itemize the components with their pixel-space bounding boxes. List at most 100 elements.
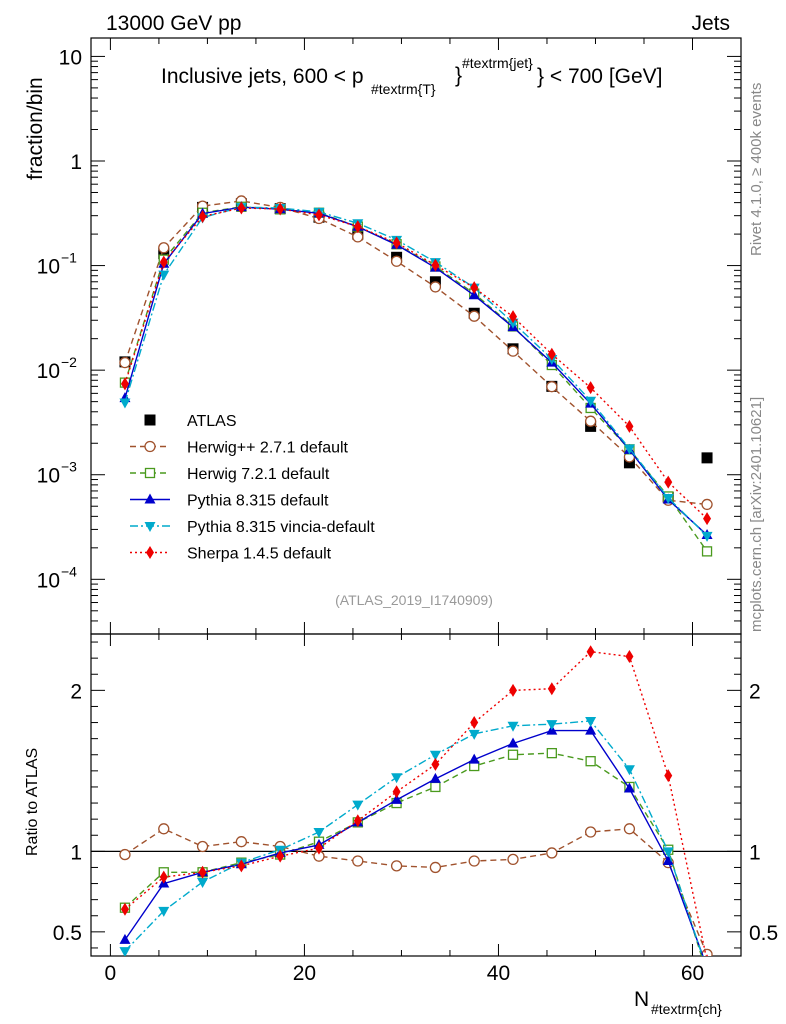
data-point-pythia-8-315-vincia-default — [119, 398, 131, 409]
ratio-point-herwig-2-7-1-default — [158, 823, 170, 835]
legend-marker — [144, 467, 156, 479]
data-point-atlas — [623, 457, 635, 469]
y-tick-label-bottom: 2 — [70, 680, 82, 703]
ratio-point-pythia-8-315-vincia-default — [662, 847, 674, 858]
legend-marker — [146, 546, 154, 559]
data-point-sherpa-1-4-5-default — [120, 377, 129, 391]
data-point-pythia-8-315-vincia-default — [623, 444, 635, 455]
series-line-ratio-herwig-2-7-1-default — [124, 828, 708, 955]
ratio-point-sherpa-1-4-5-default — [431, 757, 440, 771]
legend-marker — [144, 522, 156, 532]
y-tick-exponent-top: −4 — [61, 563, 77, 579]
ratio-point-pythia-8-315-default — [119, 933, 131, 944]
ratio-point-sherpa-1-4-5-default — [664, 769, 673, 783]
plot-title: Inclusive jets, 600 < p #textrm{T} } #te… — [161, 55, 663, 97]
x-tick-label: 60 — [681, 962, 704, 985]
data-point-sherpa-1-4-5-default — [276, 202, 285, 216]
ratio-point-pythia-8-315-vincia-default — [391, 773, 403, 784]
data-point-pythia-8-315-vincia-default — [701, 531, 713, 542]
ratio-point-herwig-2-7-1-default — [623, 823, 636, 835]
ratio-point-pythia-8-315-default — [662, 855, 674, 866]
data-point-herwig-2-7-1-default — [158, 242, 170, 254]
top-ylabel: fraction/bin — [24, 77, 47, 180]
rivet-label: Rivet 4.1.0, ≥ 400k events — [748, 83, 765, 256]
series-line-top-herwig-2-7-1-default — [124, 200, 708, 506]
data-point-sherpa-1-4-5-default — [392, 236, 401, 250]
bottom-ylabel: Ratio to ATLAS — [24, 748, 41, 856]
data-point-sherpa-1-4-5-default — [664, 475, 673, 489]
series-line-ratio-pythia-8-315-vincia-default — [124, 720, 704, 956]
legend-label: ATLAS — [187, 413, 237, 430]
title-brace: } — [455, 64, 462, 87]
ratio-point-pythia-8-315-vincia-default — [623, 765, 635, 776]
ratio-point-herwig-7-2-1-default — [585, 756, 596, 767]
ratio-point-pythia-8-315-vincia-default — [429, 750, 441, 761]
data-point-herwig-2-7-1-default — [468, 310, 480, 322]
mcplots-label: mcplots.cern.ch [arXiv:2401.10621] — [748, 397, 765, 632]
ratio-point-sherpa-1-4-5-default — [470, 716, 479, 730]
ratio-point-herwig-2-7-1-default — [584, 826, 597, 838]
legend-entry-sherpa-1-4-5-default: Sherpa 1.4.5 default — [130, 546, 332, 563]
y-tick-label-bottom-right: 0.5 — [749, 922, 778, 945]
bottom-panel-data — [119, 645, 713, 956]
x-tick-label: 40 — [487, 962, 510, 985]
ratio-point-sherpa-1-4-5-default — [276, 849, 285, 863]
legend-label: Herwig++ 2.7.1 default — [187, 440, 349, 457]
data-point-pythia-8-315-vincia-default — [158, 270, 170, 281]
y-tick-label-bottom-right: 1 — [749, 841, 761, 864]
data-point-atlas — [158, 248, 170, 260]
bottom-panel-frame — [90, 633, 742, 957]
y-tick-label-top: 10 — [37, 569, 60, 592]
data-point-sherpa-1-4-5-default — [625, 419, 634, 433]
data-point-sherpa-1-4-5-default — [431, 258, 440, 272]
ratio-point-pythia-8-315-vincia-default — [313, 828, 325, 839]
y-tick-label-top: 10 — [37, 256, 60, 279]
xlabel-sub: #textrm{ch} — [651, 1001, 722, 1017]
jets-label: Jets — [691, 12, 730, 35]
ratio-point-pythia-8-315-vincia-default — [507, 721, 519, 732]
ratio-point-herwig-7-2-1-default — [430, 781, 441, 793]
legend-label: Pythia 8.315 default — [187, 493, 329, 510]
data-point-herwig-2-7-1-default — [546, 381, 558, 393]
ratio-point-pythia-8-315-vincia-default — [585, 716, 597, 727]
y-tick-label-bottom: 1 — [70, 841, 82, 864]
data-layer — [119, 195, 713, 956]
y-tick-label-top: 10 — [59, 46, 82, 69]
ratio-point-pythia-8-315-default — [391, 793, 403, 804]
data-point-herwig-2-7-1-default — [584, 415, 597, 427]
series-line-ratio-pythia-8-315-default — [124, 729, 704, 956]
data-point-sherpa-1-4-5-default — [314, 208, 323, 222]
ratio-point-sherpa-1-4-5-default — [586, 645, 595, 659]
legend-entry-atlas: ATLAS — [144, 413, 237, 430]
ratio-point-sherpa-1-4-5-default — [392, 785, 401, 799]
data-point-herwig-2-7-1-default — [507, 345, 519, 357]
analysis-id: (ATLAS_2019_I1740909) — [335, 592, 493, 608]
data-point-herwig-2-7-1-default — [429, 281, 442, 293]
ratio-point-herwig-2-7-1-default — [119, 848, 131, 861]
series-line-ratio-sherpa-1-4-5-default — [124, 650, 707, 956]
ratio-point-sherpa-1-4-5-default — [625, 650, 634, 664]
ratio-point-pythia-8-315-vincia-default — [352, 800, 364, 811]
ratio-point-herwig-2-7-1-default — [235, 836, 248, 848]
title-superscript: #textrm{jet} — [462, 55, 533, 71]
series-line-ratio-herwig-7-2-1-default — [124, 752, 703, 956]
top-panel-data — [119, 195, 713, 557]
title-subscript: #textrm{T} — [371, 81, 436, 97]
ratio-point-herwig-2-7-1-default — [196, 840, 209, 853]
y-tick-label-bottom: 0.5 — [53, 922, 82, 945]
series-line-top-sherpa-1-4-5-default — [124, 207, 708, 520]
ratio-point-pythia-8-315-default — [585, 724, 597, 735]
data-point-herwig-2-7-1-default — [119, 356, 131, 369]
title-end: } < 700 [GeV] — [537, 65, 663, 88]
ratio-point-herwig-7-2-1-default — [507, 749, 519, 760]
ratio-point-sherpa-1-4-5-default — [314, 841, 323, 855]
data-point-sherpa-1-4-5-default — [159, 255, 168, 269]
series-line-top-herwig-7-2-1-default — [124, 206, 708, 552]
ratio-point-pythia-8-315-default — [429, 772, 441, 783]
ratio-point-herwig-2-7-1-default — [429, 861, 442, 874]
data-point-sherpa-1-4-5-default — [198, 209, 207, 223]
ratio-point-sherpa-1-4-5-default — [198, 865, 207, 879]
data-point-sherpa-1-4-5-default — [547, 347, 556, 361]
x-tick-label: 0 — [105, 962, 117, 985]
